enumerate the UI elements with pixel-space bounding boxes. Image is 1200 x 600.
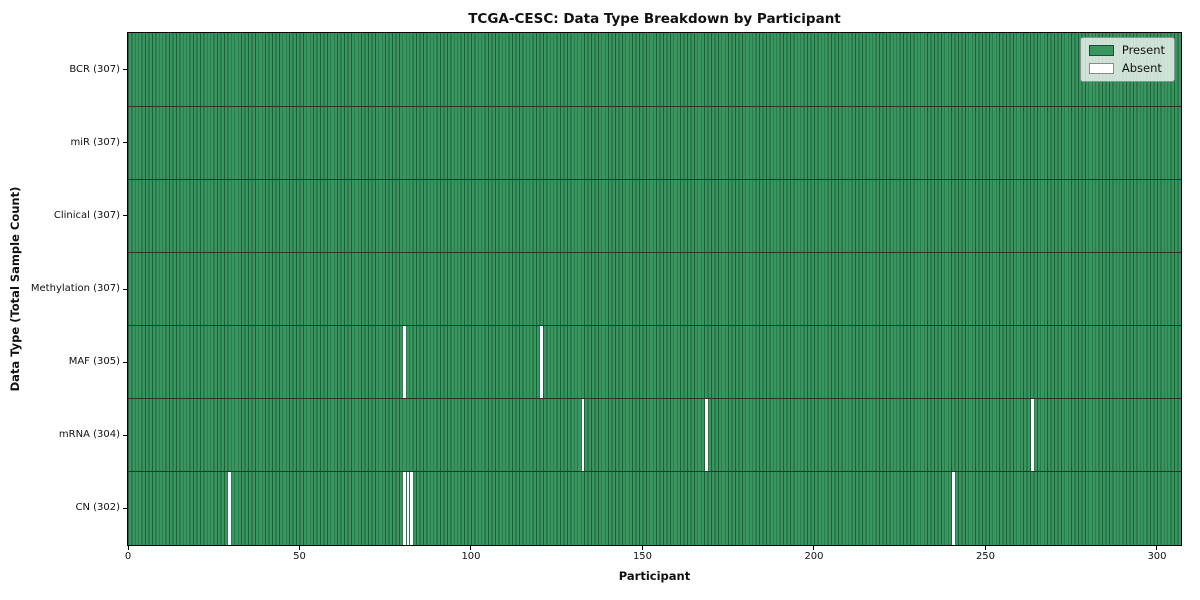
legend: Present Absent [1079,37,1175,82]
absent-cell [1030,398,1034,472]
y-tick-mark [123,215,127,217]
heatmap-row-miR [128,106,1181,180]
y-tick-mark [123,434,127,436]
x-tick-label: 0 [124,551,132,562]
x-tick-mark [298,546,300,550]
chart-title: TCGA-CESC: Data Type Breakdown by Partic… [468,11,841,27]
y-tick-mark [123,142,127,144]
present-swatch-icon [1088,45,1114,56]
y-tick-label-CN: CN (302) [75,502,120,514]
heatmap-row-MAF [128,325,1181,399]
absent-cell [705,398,708,472]
legend-item-absent: Absent [1088,61,1165,75]
x-tick-label: 200 [804,551,824,562]
y-tick-mark [123,288,127,290]
y-tick-mark [123,69,127,71]
y-tick-mark [123,507,127,509]
absent-cell [540,325,544,399]
x-tick-mark [127,546,129,550]
y-tick-label-MAF: MAF (305) [68,356,120,368]
heatmap-row-mRNA [128,398,1181,472]
absent-swatch-icon [1088,63,1114,74]
absent-cell [228,471,231,545]
heatmap-row-Clinical [128,179,1181,253]
heatmap-row-CN [128,471,1181,545]
legend-label-absent: Absent [1121,61,1162,75]
y-tick-label-BCR: BCR (307) [69,63,120,75]
legend-label-present: Present [1121,43,1165,57]
x-tick-label: 300 [1147,551,1167,562]
y-tick-label-mRNA: mRNA (304) [58,429,120,441]
x-tick-label: 150 [632,551,653,562]
x-tick-label: 50 [293,551,306,562]
absent-cell [403,325,406,399]
y-tick-label-Clinical: Clinical (307) [53,209,120,221]
row-separator [128,251,1181,253]
absent-cell [952,471,955,545]
heatmap-row-Methylation [128,252,1181,326]
y-tick-label-miR: miR (307) [70,136,120,148]
x-tick-mark [813,546,815,550]
y-tick-label-Methylation: Methylation (307) [30,283,120,294]
row-separator [128,105,1181,107]
row-separator [128,398,1181,400]
absent-cell [581,398,585,472]
absent-cell [410,471,413,545]
absent-cell [403,471,406,545]
row-separator [128,471,1181,473]
x-tick-mark [984,546,986,550]
legend-item-present: Present [1088,43,1165,57]
absent-cell [406,471,410,545]
x-tick-mark [641,546,643,550]
x-axis-label: Participant [618,569,691,583]
x-tick-mark [1156,546,1158,550]
x-tick-mark [470,546,472,550]
x-tick-label: 100 [461,551,481,562]
y-tick-mark [123,361,127,363]
row-separator [128,325,1181,327]
plot-area: Present Absent [127,32,1182,546]
heatmap-row-BCR [128,33,1181,107]
row-separator [128,178,1181,180]
x-tick-label: 250 [975,551,996,562]
